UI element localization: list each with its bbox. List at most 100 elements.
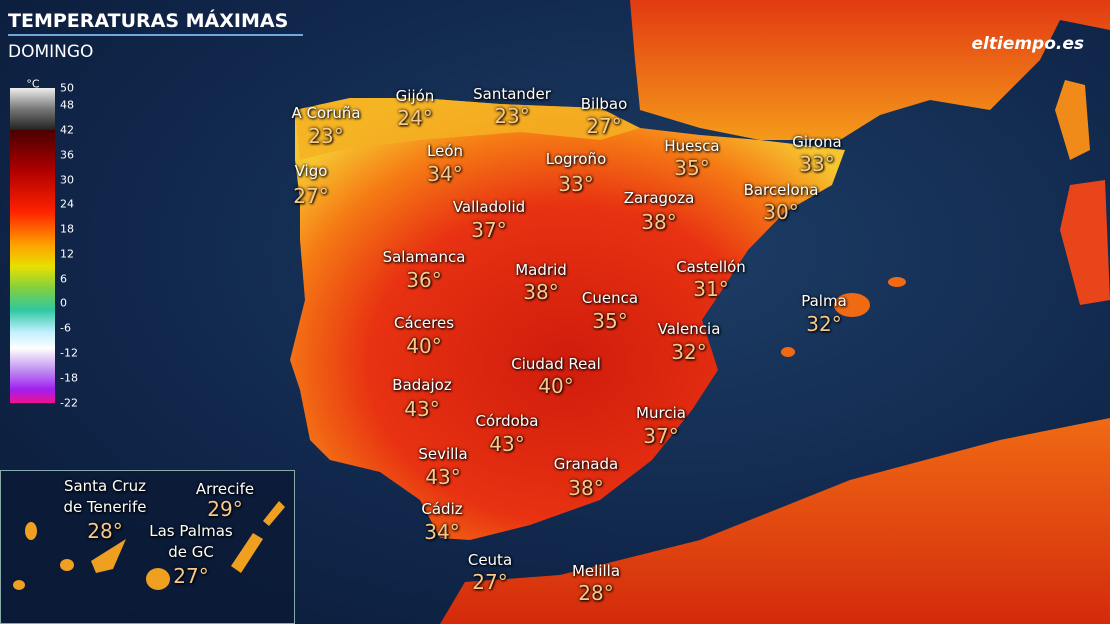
city-temp: 34° — [424, 520, 460, 544]
city-name: A Coruña — [291, 104, 361, 122]
city-temp: 38° — [641, 210, 677, 234]
corsica — [1055, 80, 1090, 160]
legend-tick-label: 30 — [60, 173, 74, 187]
legend-tick-label: 36 — [60, 148, 74, 162]
city-temp: 38° — [523, 280, 559, 304]
city-name: Castellón — [676, 258, 746, 276]
city-name: Ciudad Real — [511, 355, 601, 373]
city-temp: 35° — [674, 156, 710, 180]
title: TEMPERATURAS MÁXIMAS — [8, 10, 303, 36]
city-name: Ceuta — [467, 551, 513, 569]
legend-unit: °C — [26, 77, 40, 91]
city-temp: 33° — [799, 152, 835, 176]
legend-tick-label: 24 — [60, 197, 74, 211]
city-temp: 24° — [397, 106, 433, 130]
island-name: de Tenerife — [63, 498, 147, 516]
city-name: Cádiz — [421, 500, 463, 518]
city-name: Valladolid — [452, 198, 526, 216]
city-temp: 43° — [404, 397, 440, 421]
city-name: Madrid — [515, 261, 567, 279]
north-coast-band — [295, 98, 640, 160]
city-temp: 36° — [406, 268, 442, 292]
city-name: Valencia — [657, 320, 721, 338]
subtitle: DOMINGO — [8, 42, 94, 62]
city-temp: 32° — [806, 312, 842, 336]
island — [13, 580, 25, 590]
legend-tick-label: -12 — [60, 346, 78, 360]
city-temp: 37° — [471, 218, 507, 242]
city-name: Zaragoza — [623, 189, 695, 207]
city-temp: 23° — [308, 124, 344, 148]
island-name: de GC — [168, 543, 214, 561]
city-temp: 34° — [427, 162, 463, 186]
city-temp: 30° — [763, 200, 799, 224]
city-temp: 32° — [671, 340, 707, 364]
city-name: Cuenca — [581, 289, 639, 307]
legend-tick-label: 0 — [60, 296, 67, 310]
city-temp: 28° — [578, 581, 614, 605]
mallorca — [834, 293, 870, 317]
legend-tick-label: 6 — [60, 272, 67, 286]
island-temp: 29° — [207, 497, 243, 521]
menorca — [888, 277, 906, 287]
legend-tick-label: 12 — [60, 247, 74, 261]
city-name: Bilbao — [580, 95, 628, 113]
city-temp: 43° — [425, 465, 461, 489]
city-temp: 40° — [538, 374, 574, 398]
legend-tick-label: -22 — [60, 396, 78, 410]
legend-tick-label: -18 — [60, 371, 78, 385]
legend-tick-label: 48 — [60, 98, 74, 112]
city-name: Murcia — [636, 404, 686, 422]
city-name: Santander — [473, 85, 551, 103]
legend-colorbar — [10, 88, 55, 403]
city-temp: 27° — [586, 114, 622, 138]
city-temp: 37° — [643, 424, 679, 448]
city-name: Vigo — [294, 162, 328, 180]
canarias-inset — [0, 470, 295, 624]
city-name: Córdoba — [475, 412, 539, 430]
city-temp: 43° — [489, 432, 525, 456]
city-name: Cáceres — [393, 314, 455, 332]
logo: eltiempo.es — [971, 34, 1084, 54]
city-name: Granada — [553, 455, 619, 473]
france-land — [630, 0, 1110, 140]
legend-tick-label: -6 — [60, 321, 71, 335]
iberia-land — [290, 98, 845, 540]
sardinia — [1060, 180, 1110, 305]
city-name: Sevilla — [418, 445, 468, 463]
city-name: Girona — [792, 133, 842, 151]
city-name: Logroño — [545, 150, 607, 168]
island — [146, 568, 170, 590]
city-temp: 40° — [406, 334, 442, 358]
legend-tick-label: 42 — [60, 123, 74, 137]
city-temp: 33° — [558, 172, 594, 196]
island-name: Santa Cruz — [63, 477, 147, 495]
city-name: Badajoz — [392, 376, 452, 394]
island — [60, 559, 74, 571]
island — [91, 539, 126, 573]
island — [25, 522, 37, 540]
island — [231, 533, 263, 573]
city-name: Huesca — [664, 137, 720, 155]
city-name: León — [426, 142, 464, 160]
island-name: Arrecife — [195, 480, 255, 498]
city-name: Palma — [801, 292, 847, 310]
island-temp: 28° — [87, 519, 123, 543]
africa-land — [440, 418, 1110, 624]
island-name: Las Palmas — [149, 522, 233, 540]
city-name: Barcelona — [743, 181, 819, 199]
city-temp: 31° — [693, 277, 729, 301]
city-name: Melilla — [571, 562, 621, 580]
legend-tick-label: 18 — [60, 222, 74, 236]
island-temp: 27° — [173, 564, 209, 588]
island — [263, 501, 285, 526]
city-name: Gijón — [395, 87, 435, 105]
city-temp: 35° — [592, 309, 628, 333]
legend-tick-label: 50 — [60, 81, 74, 95]
city-temp: 38° — [568, 476, 604, 500]
city-temp: 23° — [494, 104, 530, 128]
